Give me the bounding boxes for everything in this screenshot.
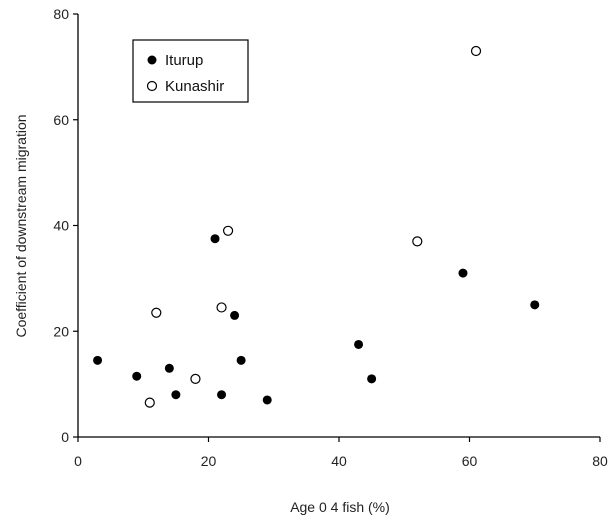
iturup-point bbox=[354, 339, 364, 349]
x-tick-label: 40 bbox=[331, 453, 347, 469]
iturup-point bbox=[210, 234, 220, 244]
data-points bbox=[93, 45, 540, 408]
x-tick-label: 80 bbox=[592, 453, 608, 469]
iturup-point bbox=[458, 268, 468, 278]
kunashir-point bbox=[144, 397, 155, 408]
legend: Iturup Kunashir bbox=[132, 39, 249, 103]
y-tick-label: 40 bbox=[53, 218, 69, 234]
legend-label-kunashir: Kunashir bbox=[165, 78, 224, 95]
legend-label-iturup: Iturup bbox=[165, 52, 203, 69]
iturup-point bbox=[530, 300, 540, 310]
y-axis-title: Coefficient of downstream migration bbox=[13, 114, 29, 337]
legend-marker-kunashir bbox=[146, 80, 158, 92]
y-axis-ticks: 0 20 40 60 80 bbox=[53, 6, 78, 445]
kunashir-point bbox=[216, 302, 227, 313]
x-axis-ticks: 0 20 40 60 80 bbox=[74, 437, 608, 469]
x-tick-label: 20 bbox=[201, 453, 217, 469]
x-tick-label: 60 bbox=[462, 453, 478, 469]
kunashir-point bbox=[470, 45, 482, 57]
kunashir-point bbox=[190, 373, 201, 384]
iturup-point bbox=[132, 371, 142, 381]
x-tick-label: 0 bbox=[74, 453, 82, 469]
iturup-point bbox=[262, 395, 272, 405]
y-tick-label: 20 bbox=[53, 323, 69, 339]
legend-box bbox=[132, 39, 249, 103]
y-tick-label: 0 bbox=[61, 429, 69, 445]
y-tick-label: 80 bbox=[53, 6, 69, 22]
iturup-point bbox=[230, 310, 240, 320]
iturup-point bbox=[367, 374, 377, 384]
kunashir-point bbox=[151, 307, 162, 318]
iturup-point bbox=[93, 355, 103, 365]
iturup-point bbox=[217, 390, 227, 400]
iturup-point bbox=[164, 363, 174, 373]
y-tick-label: 60 bbox=[53, 112, 69, 128]
kunashir-point bbox=[222, 225, 234, 236]
x-axis-title: Age 0 4 fish (%) bbox=[290, 499, 390, 515]
iturup-point bbox=[171, 390, 181, 400]
kunashir-point bbox=[412, 236, 423, 247]
iturup-point bbox=[236, 355, 246, 365]
legend-marker-iturup bbox=[147, 55, 157, 65]
